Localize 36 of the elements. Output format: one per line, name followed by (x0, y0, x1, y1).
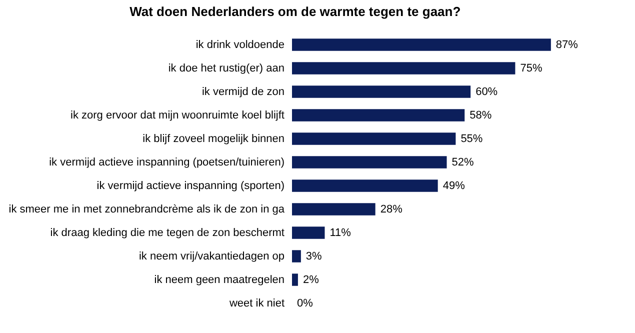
y-tick-label: ik vermijd actieve inspanning (poetsen/tuinieren) (49, 156, 284, 168)
bar (292, 274, 298, 286)
y-tick-label: ik drink voldoende (196, 38, 284, 51)
y-tick-label: ik vermijd de zon (202, 86, 284, 98)
data-label: 75% (520, 62, 542, 74)
y-tick-label: ik smeer me in met zonnebrandcrème als ik de zon in ga (8, 203, 286, 216)
y-tick-label: ik blijf zoveel mogelijk binnen (142, 132, 284, 145)
data-label: 0% (297, 297, 314, 310)
data-label: 49% (442, 180, 466, 192)
bar (292, 38, 551, 51)
data-label: 28% (380, 203, 403, 216)
bar (292, 180, 438, 192)
bar (292, 156, 447, 168)
data-label: 58% (470, 109, 492, 122)
bar (292, 86, 471, 98)
data-label: 52% (452, 156, 474, 168)
bar (292, 132, 456, 145)
data-label: 11% (330, 226, 352, 239)
chart-title: Wat doen Nederlanders om de warmte tegen te gaan? (130, 4, 461, 19)
y-tick-label: ik doe het rustig(er) aan (168, 62, 284, 74)
y-tick-label: ik draag kleding die me tegen de zon beschermt (50, 226, 284, 239)
data-label: 3% (306, 250, 322, 262)
data-label: 60% (476, 86, 498, 98)
bar (292, 250, 301, 262)
bar (292, 203, 376, 216)
y-tick-label: ik neem geen maatregelen (154, 274, 284, 286)
y-tick-label: ik neem vrij/vakantiedagen op (138, 250, 284, 262)
data-label: 2% (302, 274, 320, 286)
bar (292, 62, 516, 74)
bar (292, 226, 325, 239)
data-label: 55% (460, 132, 483, 145)
y-tick-label: ik zorg ervoor dat mijn woonruimte koel blijft (70, 109, 284, 122)
bar (292, 109, 465, 122)
data-label: 87% (556, 38, 578, 51)
y-tick-label: ik vermijd actieve inspanning (sporten) (96, 180, 284, 192)
y-tick-label: weet ik niet (228, 297, 284, 310)
